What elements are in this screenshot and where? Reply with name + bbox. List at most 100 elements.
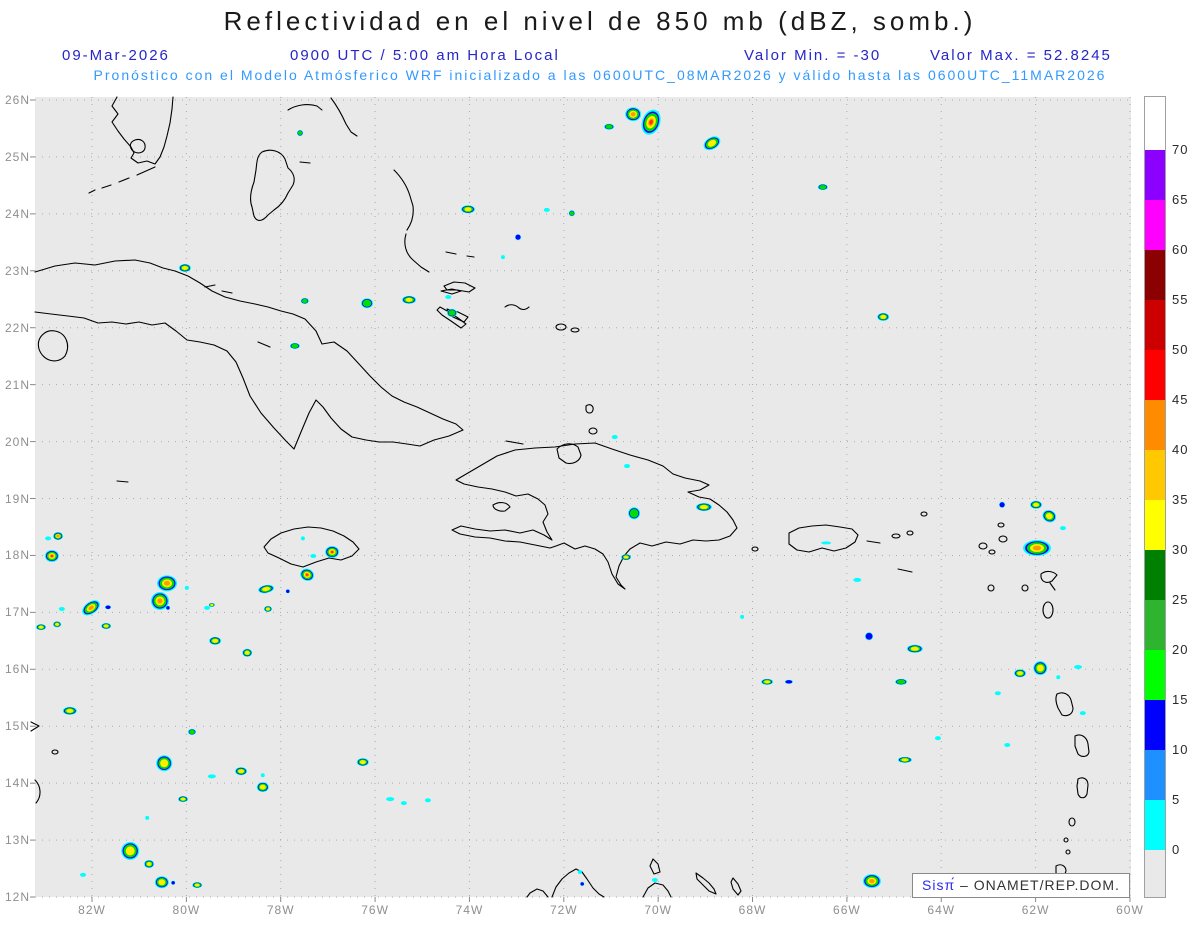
coastline-path [1076, 777, 1089, 799]
radar-echo [1004, 743, 1011, 748]
radar-echo [150, 591, 169, 610]
radar-echo [62, 706, 77, 715]
colorbar-segment [1145, 450, 1165, 500]
radar-echo [178, 796, 189, 803]
coastline-path [299, 161, 311, 164]
colorbar-segment [1145, 200, 1165, 250]
radar-echo [184, 585, 189, 590]
coastline-path [642, 882, 672, 898]
island-outline [1042, 601, 1054, 619]
radar-echo [44, 550, 59, 563]
radar-echo [862, 874, 881, 889]
colorbar-segment [1145, 97, 1165, 150]
coastline-path [1074, 734, 1090, 757]
colorbar-segment [1145, 150, 1165, 200]
island-outline [988, 549, 996, 555]
coastline-path [204, 284, 271, 348]
radar-echo [897, 756, 912, 763]
coastline-path [263, 526, 360, 568]
radar-echo [877, 312, 890, 321]
radar-echo [105, 605, 112, 610]
radar-echo [192, 882, 203, 889]
attribution-text: – ONAMET/REP.DOM. [955, 877, 1120, 893]
coastline-path [585, 404, 594, 414]
island-outline [987, 584, 995, 592]
radar-echo [300, 297, 309, 304]
radar-echo [204, 605, 211, 610]
radar-echo [515, 234, 522, 241]
radar-echo [1033, 661, 1048, 676]
radar-echo [1079, 711, 1086, 716]
radar-echo [386, 797, 395, 802]
radar-echo [235, 767, 248, 776]
colorbar-segment [1145, 350, 1165, 400]
value-max-label: Valor Max. = 52.8245 [930, 47, 1112, 64]
colorbar-segment [1145, 250, 1165, 300]
radar-echo [1030, 500, 1043, 509]
radar-echo [260, 773, 265, 778]
radar-echo [58, 606, 65, 611]
radar-echo [446, 308, 457, 317]
coastline-path [249, 149, 295, 221]
coastline-path [1040, 570, 1058, 591]
radar-echo [577, 869, 582, 874]
coastline-path [34, 259, 464, 450]
radar-echo [568, 210, 575, 217]
radar-echo [82, 600, 100, 616]
colorbar-segment [1145, 550, 1165, 600]
coastline-path [505, 440, 524, 445]
coastline-path [88, 166, 156, 194]
radar-echo [994, 691, 1001, 696]
coastline-path [129, 138, 146, 154]
radar-echo [821, 541, 832, 545]
radar-echo [611, 435, 618, 440]
radar-echo [1042, 509, 1057, 523]
radar-echo [258, 584, 275, 594]
attribution-box: Sisπ́ – ONAMET/REP.DOM. [912, 873, 1130, 898]
coastline-path [1055, 692, 1074, 717]
radar-echo [171, 880, 176, 885]
radar-echo [178, 263, 191, 272]
radar-echo [641, 109, 661, 135]
radar-echo [144, 860, 155, 869]
radar-echo [356, 758, 369, 767]
radar-echo [853, 577, 862, 582]
colorbar-segment [1145, 750, 1165, 800]
island-outline [1021, 584, 1029, 592]
radar-echo [157, 575, 178, 592]
radar-echo [156, 755, 173, 772]
radar-echo [300, 568, 315, 581]
radar-echo [289, 342, 300, 349]
coastline-path [504, 304, 530, 311]
coastline-path [287, 104, 323, 111]
radar-echo [310, 554, 317, 559]
coastline-path [649, 858, 661, 875]
island-outline [978, 542, 988, 550]
radar-echo [297, 130, 304, 137]
radar-echo [500, 255, 505, 260]
radar-echo [934, 736, 941, 741]
coastline-path [730, 877, 742, 896]
radar-echo [999, 501, 1006, 508]
coastline-path [393, 169, 430, 273]
island-outline [998, 535, 1008, 543]
radar-echo [628, 507, 641, 520]
colorbar-segment [1145, 600, 1165, 650]
radar-echo [1074, 665, 1083, 670]
radar-echo [400, 801, 407, 806]
valid-date-label: 09-Mar-2026 [62, 47, 170, 64]
radar-echo [424, 798, 431, 803]
radar-echo [402, 295, 417, 304]
radar-echo [121, 841, 140, 860]
colorbar-segment [1145, 500, 1165, 550]
coastline-path [440, 288, 462, 295]
island-outline [891, 533, 901, 539]
coastline-path [330, 97, 358, 137]
island-outline [920, 511, 928, 517]
radar-echo [256, 782, 269, 793]
radar-echo [621, 554, 632, 561]
coastline-path [445, 251, 475, 258]
coastline-path [37, 330, 69, 362]
radar-echo [80, 872, 87, 877]
